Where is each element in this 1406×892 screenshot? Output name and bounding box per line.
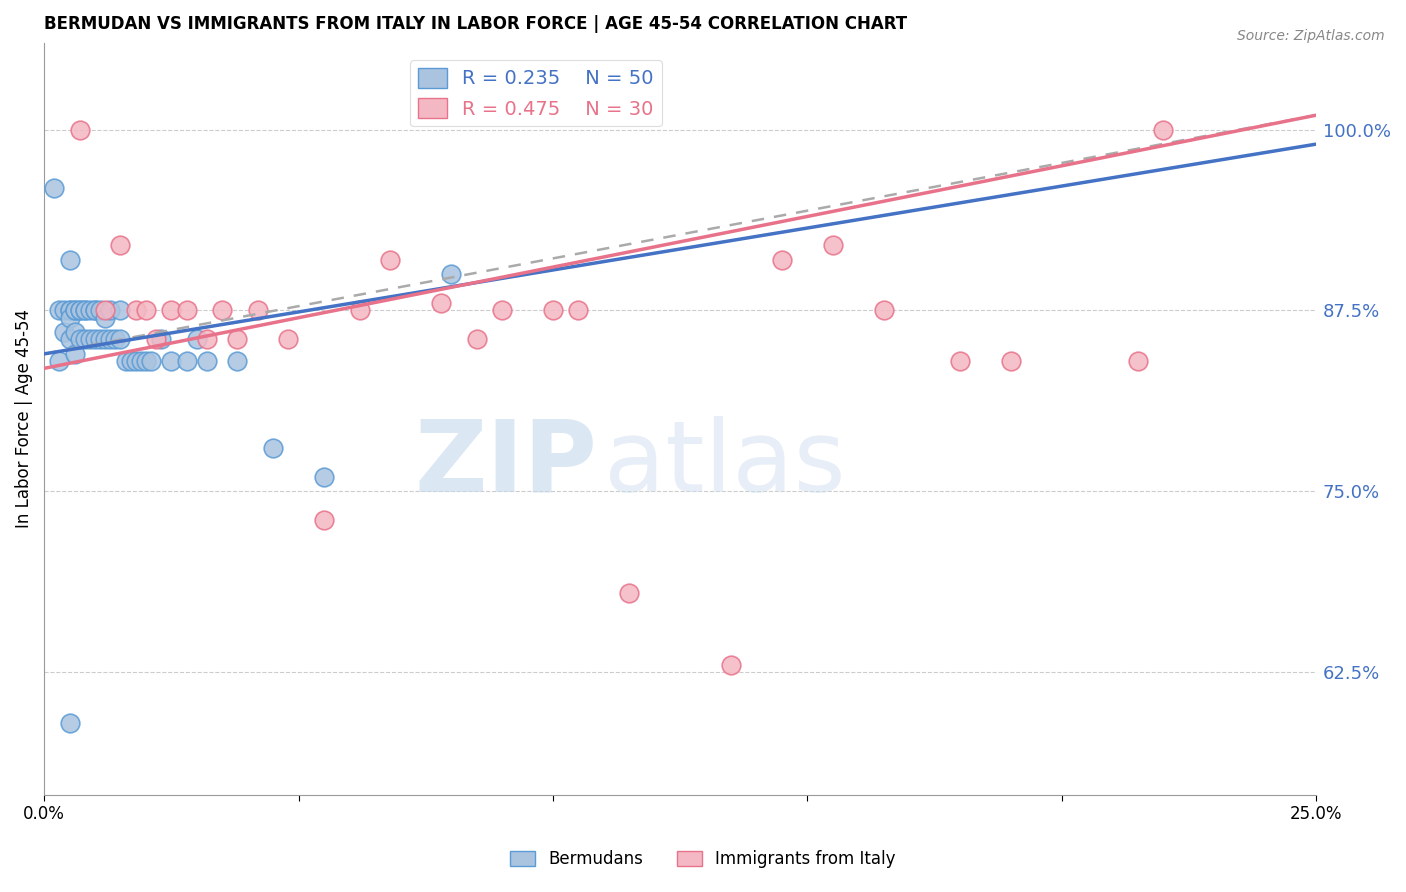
- Point: [176, 303, 198, 318]
- Point: [129, 354, 152, 368]
- Point: [465, 333, 488, 347]
- Point: [63, 303, 86, 318]
- Point: [120, 354, 142, 368]
- Point: [150, 333, 173, 347]
- Point: [226, 333, 249, 347]
- Point: [195, 354, 218, 368]
- Legend: Bermudans, Immigrants from Italy: Bermudans, Immigrants from Italy: [503, 844, 903, 875]
- Point: [89, 333, 111, 347]
- Point: [94, 333, 117, 347]
- Point: [125, 354, 148, 368]
- Point: [104, 333, 127, 347]
- Point: [1000, 354, 1022, 368]
- Point: [58, 715, 80, 730]
- Point: [69, 333, 91, 347]
- Point: [73, 333, 96, 347]
- Point: [69, 122, 91, 136]
- Text: ZIP: ZIP: [415, 416, 598, 513]
- Point: [48, 303, 70, 318]
- Point: [48, 354, 70, 368]
- Point: [430, 296, 453, 310]
- Point: [491, 303, 513, 318]
- Point: [312, 513, 335, 527]
- Point: [98, 303, 121, 318]
- Point: [63, 325, 86, 339]
- Point: [53, 325, 76, 339]
- Point: [770, 252, 793, 267]
- Point: [186, 333, 208, 347]
- Point: [69, 303, 91, 318]
- Point: [63, 347, 86, 361]
- Point: [135, 303, 157, 318]
- Point: [619, 585, 641, 599]
- Point: [79, 303, 101, 318]
- Point: [541, 303, 564, 318]
- Point: [195, 333, 218, 347]
- Point: [98, 333, 121, 347]
- Point: [63, 303, 86, 318]
- Point: [226, 354, 249, 368]
- Text: atlas: atlas: [603, 416, 845, 513]
- Point: [53, 303, 76, 318]
- Point: [277, 333, 299, 347]
- Point: [145, 333, 167, 347]
- Point: [211, 303, 233, 318]
- Point: [79, 333, 101, 347]
- Point: [872, 303, 894, 318]
- Point: [1152, 122, 1174, 136]
- Point: [1126, 354, 1149, 368]
- Point: [125, 303, 148, 318]
- Point: [58, 310, 80, 325]
- Text: Source: ZipAtlas.com: Source: ZipAtlas.com: [1237, 29, 1385, 43]
- Point: [44, 180, 66, 194]
- Point: [139, 354, 162, 368]
- Point: [73, 303, 96, 318]
- Point: [110, 303, 132, 318]
- Point: [160, 303, 183, 318]
- Point: [135, 354, 157, 368]
- Y-axis label: In Labor Force | Age 45-54: In Labor Force | Age 45-54: [15, 310, 32, 528]
- Point: [94, 303, 117, 318]
- Point: [110, 238, 132, 252]
- Point: [821, 238, 844, 252]
- Point: [262, 441, 284, 455]
- Point: [949, 354, 972, 368]
- Point: [73, 303, 96, 318]
- Point: [58, 303, 80, 318]
- Point: [110, 333, 132, 347]
- Point: [440, 268, 463, 282]
- Point: [312, 470, 335, 484]
- Point: [94, 310, 117, 325]
- Text: BERMUDAN VS IMMIGRANTS FROM ITALY IN LABOR FORCE | AGE 45-54 CORRELATION CHART: BERMUDAN VS IMMIGRANTS FROM ITALY IN LAB…: [44, 15, 907, 33]
- Point: [114, 354, 136, 368]
- Point: [84, 303, 107, 318]
- Point: [378, 252, 401, 267]
- Point: [58, 252, 80, 267]
- Point: [58, 333, 80, 347]
- Point: [89, 303, 111, 318]
- Point: [176, 354, 198, 368]
- Point: [69, 303, 91, 318]
- Point: [349, 303, 371, 318]
- Point: [246, 303, 269, 318]
- Point: [84, 303, 107, 318]
- Point: [567, 303, 589, 318]
- Point: [160, 354, 183, 368]
- Point: [84, 333, 107, 347]
- Point: [58, 303, 80, 318]
- Legend: R = 0.235    N = 50, R = 0.475    N = 30: R = 0.235 N = 50, R = 0.475 N = 30: [411, 60, 662, 127]
- Point: [720, 657, 742, 672]
